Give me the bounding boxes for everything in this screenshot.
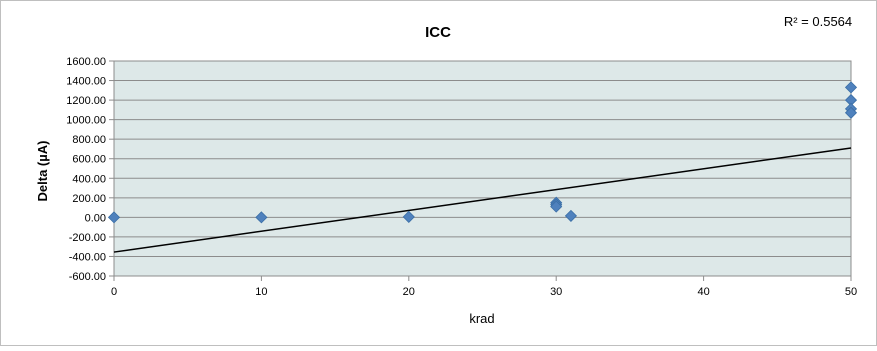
data-point-marker	[550, 200, 563, 213]
y-tick-label: 800.00	[72, 134, 106, 146]
y-tick-label: 0.00	[85, 212, 106, 224]
data-point-marker	[564, 209, 578, 222]
x-tick-label: 20	[403, 286, 415, 298]
x-axis-title: krad	[469, 311, 494, 326]
data-point-marker	[255, 211, 268, 224]
r-squared-annotation: R² = 0.5564	[784, 14, 852, 29]
x-tick-label: 10	[255, 286, 267, 298]
data-point-marker	[844, 81, 858, 94]
y-axis-title: Delta (µA)	[35, 141, 50, 202]
x-tick-label: 50	[845, 286, 857, 298]
x-tick-label: 40	[697, 286, 709, 298]
y-tick-label: -400.00	[69, 251, 106, 263]
y-tick-label: 1600.00	[66, 56, 106, 68]
x-tick-label: 0	[111, 286, 117, 298]
gridlines	[109, 60, 852, 281]
data-point-marker	[107, 211, 121, 224]
y-tick-label: -200.00	[69, 232, 106, 244]
y-tick-labels: -600.00 -400.00 -200.00 0.00 200.00 400.00 600…	[66, 56, 106, 283]
y-tick-label: 1200.00	[66, 95, 106, 107]
y-tick-label: 1400.00	[66, 76, 106, 88]
y-tick-label: 1000.00	[66, 115, 106, 127]
y-tick-label: 400.00	[72, 173, 106, 185]
x-tick-label: 30	[550, 286, 562, 298]
y-tick-label: -600.00	[69, 271, 106, 283]
data-points	[107, 81, 858, 224]
trendline-group	[113, 147, 852, 253]
y-tick-label: 200.00	[72, 193, 106, 205]
data-point-marker	[402, 210, 415, 223]
chart-title: ICC	[425, 24, 451, 41]
plot-area-background	[113, 60, 852, 277]
linear-trendline	[113, 147, 852, 253]
data-point-marker	[844, 106, 858, 119]
x-tick-labels: 0 10 20 30 40 50	[111, 286, 857, 298]
y-tick-label: 600.00	[72, 154, 106, 166]
